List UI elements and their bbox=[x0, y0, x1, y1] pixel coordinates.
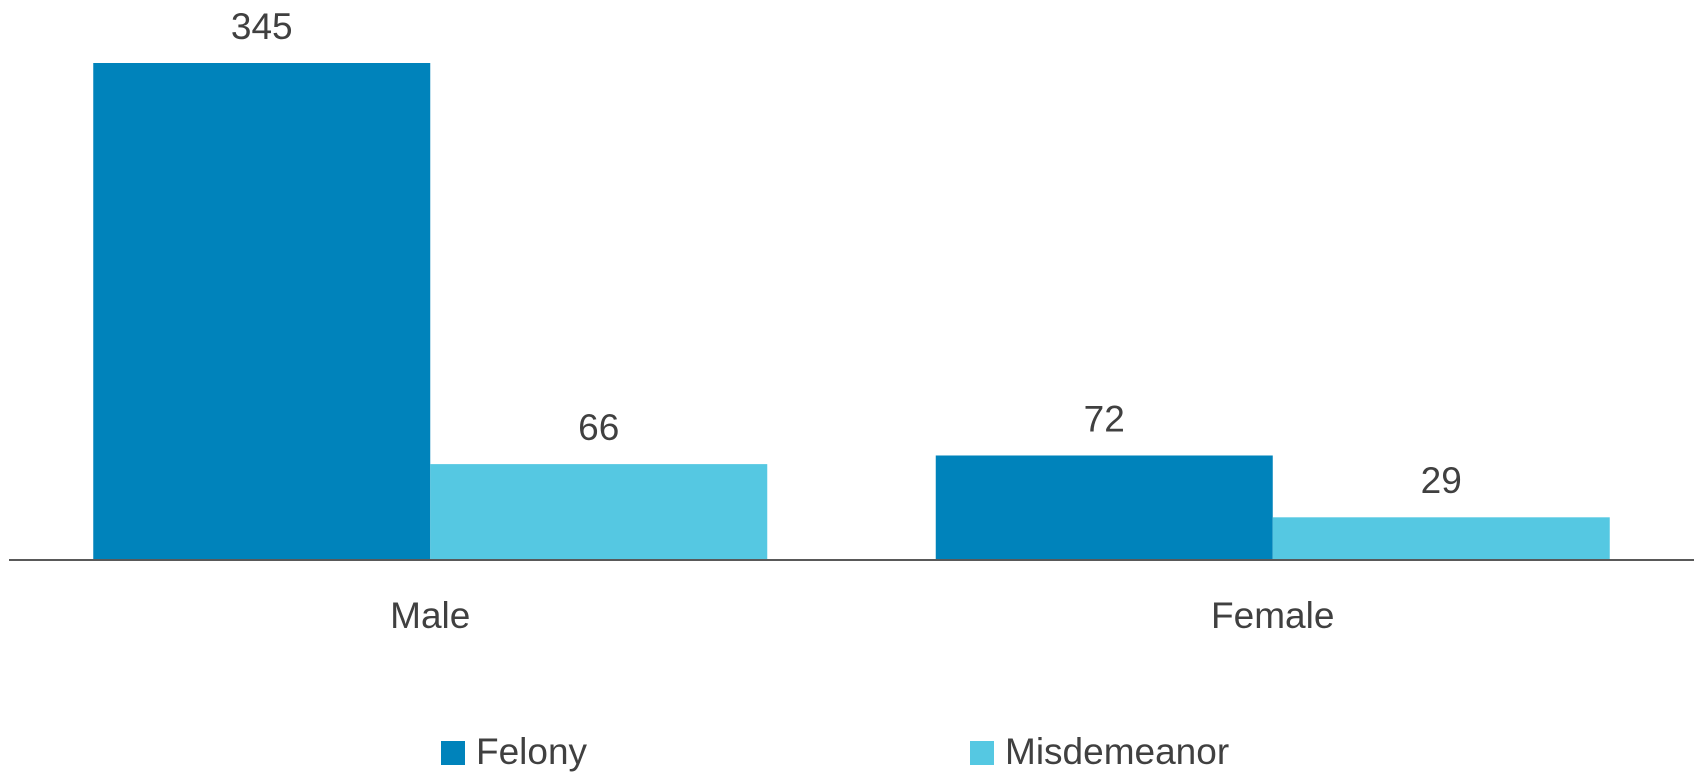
legend-label: Felony bbox=[476, 731, 588, 772]
data-label: 72 bbox=[1084, 398, 1125, 439]
bar bbox=[430, 464, 768, 559]
data-label: 345 bbox=[231, 6, 293, 47]
bar bbox=[1272, 517, 1610, 559]
x-tick-label: Female bbox=[1211, 595, 1334, 636]
legend-swatch bbox=[441, 741, 465, 765]
data-label: 29 bbox=[1421, 460, 1462, 501]
legend-label: Misdemeanor bbox=[1005, 731, 1229, 772]
data-label: 66 bbox=[578, 407, 619, 448]
legend-swatch bbox=[970, 741, 994, 765]
bar bbox=[93, 63, 431, 559]
bar bbox=[935, 455, 1273, 559]
x-tick-label: Male bbox=[390, 595, 470, 636]
